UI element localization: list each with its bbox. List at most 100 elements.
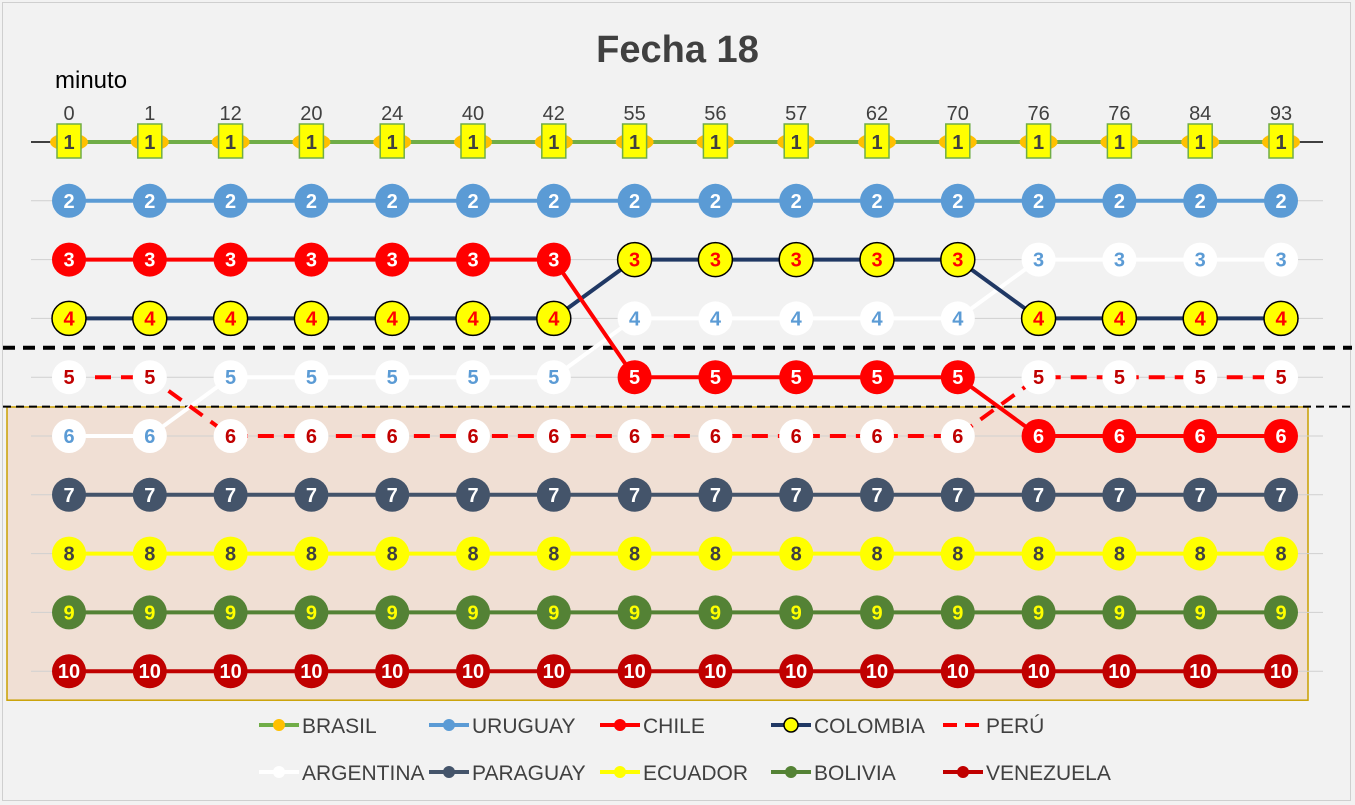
data-point [137,123,163,159]
x-tick-label: 42 [543,103,565,125]
x-tick-label: 70 [947,103,969,125]
x-tick-label: 93 [1270,103,1292,125]
data-label: 5 [1195,367,1206,389]
data-point [1183,536,1218,571]
data-label: 10 [300,661,322,683]
legend-label: CHILE [643,715,705,738]
data-point [536,242,571,277]
data-point [456,183,490,218]
data-point [375,536,410,571]
data-point [779,477,814,512]
data-point [132,536,167,571]
data-point [779,183,814,218]
data-point [1102,242,1137,277]
data-label: 10 [1189,661,1211,683]
data-point [1264,419,1298,453]
data-label: 10 [1108,661,1130,683]
data-point [940,301,975,336]
data-point [132,419,167,453]
data-label: 1 [467,132,478,154]
data-point [1182,300,1218,337]
x-tick-label: 0 [63,103,74,125]
data-point [1264,477,1298,512]
data-point [945,123,971,159]
data-point [213,654,248,689]
data-point [1106,123,1133,159]
data-label: 1 [144,132,155,154]
data-point [1187,123,1213,159]
data-label: 10 [381,661,403,683]
data-label: 1 [387,132,398,154]
data-label: 9 [387,602,398,624]
x-tick-label: 40 [462,103,484,125]
data-point [132,654,167,689]
data-point [52,183,86,218]
data-point [1021,419,1056,453]
data-label: 9 [952,602,963,624]
data-label: 7 [871,485,882,507]
data-point [1183,360,1218,395]
data-label: 5 [952,367,963,389]
data-label: 3 [387,250,398,272]
data-point [132,300,168,337]
x-tick-label: 76 [1027,103,1049,125]
data-label: 7 [548,485,559,507]
data-label: 6 [467,426,478,448]
data-point [859,241,895,278]
data-point [52,360,86,395]
data-label: 1 [791,132,802,154]
data-label: 10 [1270,661,1292,683]
data-point [617,654,652,689]
data-label: 8 [467,544,478,566]
data-point [52,477,86,512]
legend-swatch-marker [783,717,799,733]
data-point [213,595,248,630]
data-point [1021,595,1056,630]
data-label: 7 [467,485,478,507]
data-point [783,123,809,159]
legend-swatch-marker [614,719,626,731]
data-label: 10 [947,661,969,683]
data-label: 5 [629,367,640,389]
data-point [1102,595,1137,630]
data-label: 6 [1033,426,1044,448]
data-point [617,477,652,512]
legend-label: ARGENTINA [302,762,425,785]
legend-swatch-marker [957,766,969,778]
data-point [536,419,571,453]
data-label: 2 [1033,191,1044,213]
data-label: 9 [1114,602,1125,624]
data-label: 2 [387,191,398,213]
data-label: 3 [467,250,478,272]
data-label: 7 [144,485,155,507]
data-label: 8 [63,544,74,566]
data-point [1021,477,1056,512]
data-label: 4 [710,308,722,330]
data-point [697,241,734,278]
data-label: 3 [1114,250,1125,272]
data-point [536,360,571,395]
data-label: 2 [629,191,640,213]
data-label: 6 [63,426,74,448]
data-label: 5 [871,367,882,389]
x-tick-label: 56 [704,103,726,125]
data-point [860,360,894,395]
data-point [1183,595,1218,630]
legend-label: VENEZUELA [986,762,1111,785]
data-point [940,536,975,571]
data-label: 6 [306,426,317,448]
data-label: 8 [1114,544,1125,566]
data-point [375,242,410,277]
data-point [860,419,894,453]
legend-label: PARAGUAY [472,762,586,785]
data-point [616,241,653,278]
data-label: 8 [387,544,398,566]
data-label: 5 [1114,367,1125,389]
data-label: 5 [548,367,559,389]
data-label: 1 [871,132,882,154]
data-point [298,123,325,159]
data-label: 6 [144,426,155,448]
data-point [375,595,410,630]
data-point [940,360,975,395]
